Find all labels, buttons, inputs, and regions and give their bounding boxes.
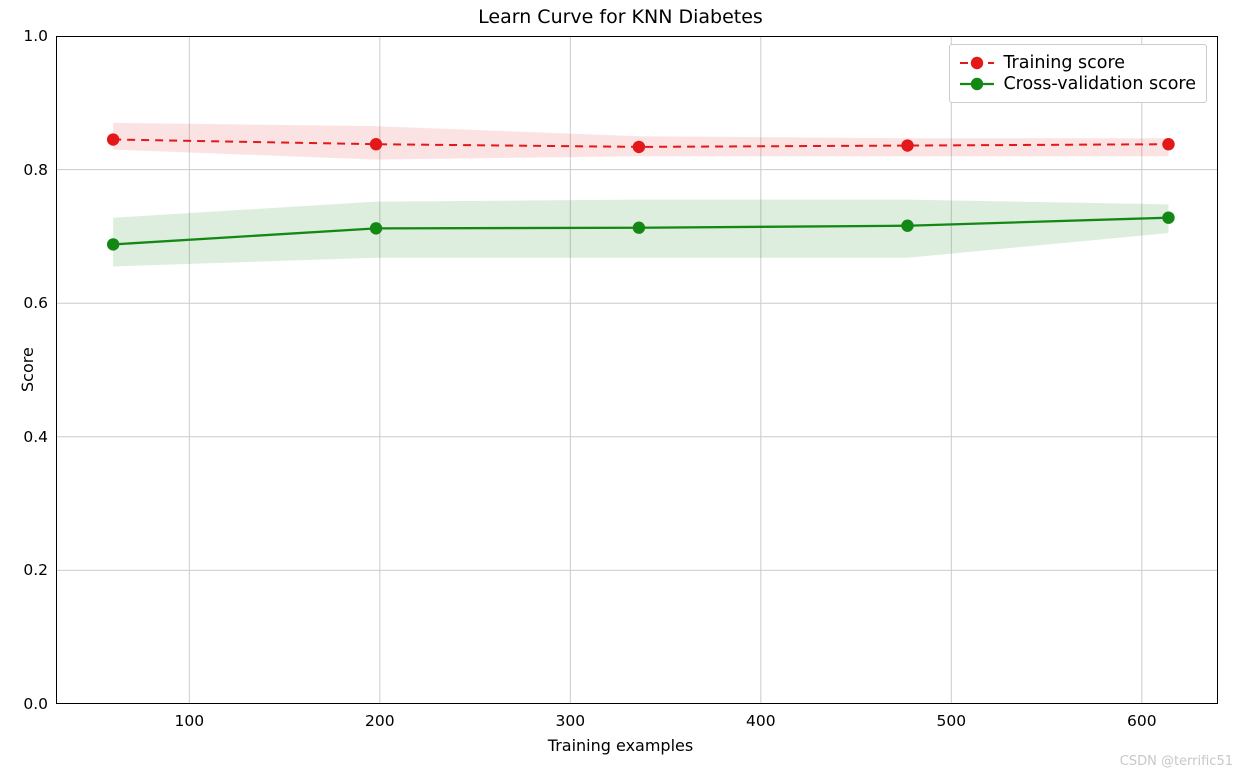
x-axis-label: Training examples	[0, 736, 1241, 755]
x-tick-label: 100	[175, 712, 205, 730]
legend-item-training: Training score	[960, 53, 1196, 73]
x-tick-label: 300	[556, 712, 586, 730]
cv-marker	[1162, 211, 1174, 223]
chart-title: Learn Curve for KNN Diabetes	[0, 6, 1241, 28]
x-tick-label: 200	[365, 712, 395, 730]
x-tick-label: 500	[937, 712, 967, 730]
cv-marker	[633, 222, 645, 234]
cv-marker	[901, 220, 913, 232]
legend-line-icon	[960, 55, 994, 71]
training-marker	[107, 133, 119, 145]
cv-marker	[107, 238, 119, 250]
training-marker	[901, 139, 913, 151]
legend-item-cv: Cross-validation score	[960, 74, 1196, 94]
cv-marker	[370, 222, 382, 234]
y-tick-label: 0.6	[8, 294, 48, 312]
legend-line-icon	[960, 76, 994, 92]
training-marker	[633, 141, 645, 153]
y-tick-label: 1.0	[8, 27, 48, 45]
watermark: CSDN @terrific51	[1120, 754, 1233, 769]
plot-area	[56, 36, 1218, 704]
y-tick-label: 0.0	[8, 695, 48, 713]
training-marker	[370, 138, 382, 150]
y-tick-label: 0.4	[8, 428, 48, 446]
chart-container: Learn Curve for KNN Diabetes Training ex…	[0, 0, 1241, 774]
y-axis-label: Score	[18, 347, 37, 392]
y-tick-label: 0.2	[8, 561, 48, 579]
training-marker	[1162, 138, 1174, 150]
legend-label: Training score	[1003, 53, 1125, 73]
x-tick-label: 400	[746, 712, 776, 730]
legend-label: Cross-validation score	[1003, 74, 1196, 94]
x-tick-label: 600	[1127, 712, 1157, 730]
y-tick-label: 0.8	[8, 161, 48, 179]
legend: Training scoreCross-validation score	[949, 44, 1207, 103]
